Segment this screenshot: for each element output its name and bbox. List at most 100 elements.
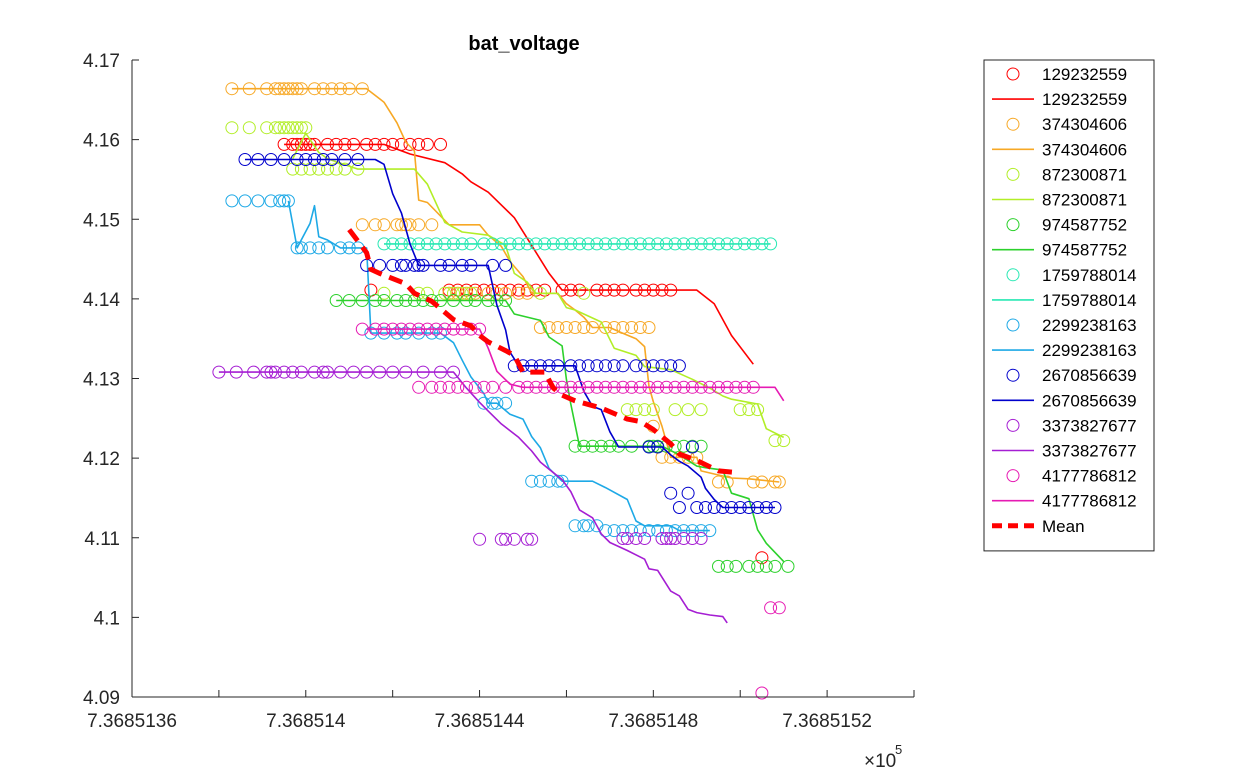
data-point	[642, 321, 656, 334]
data-point	[681, 486, 695, 500]
data-point	[434, 137, 447, 151]
data-point	[542, 474, 556, 488]
legend-item: 3373827677	[992, 442, 1137, 461]
data-point	[368, 218, 382, 232]
data-point	[581, 359, 595, 373]
data-point	[772, 601, 786, 615]
data-point	[599, 359, 612, 373]
data-point	[629, 403, 643, 417]
legend-item: 974587752	[1006, 216, 1127, 235]
data-point	[464, 286, 478, 300]
data-point	[777, 434, 791, 448]
data-point	[268, 121, 282, 135]
legend-label: 974587752	[1042, 241, 1127, 260]
series-line	[231, 87, 780, 483]
data-point	[355, 218, 369, 232]
data-point	[616, 524, 630, 538]
data-point	[677, 532, 691, 545]
data-point	[294, 121, 308, 135]
data-point	[455, 286, 469, 300]
data-point	[499, 286, 513, 300]
data-point	[434, 380, 447, 394]
data-point	[312, 241, 326, 255]
data-point	[672, 501, 686, 514]
data-point	[499, 258, 513, 272]
series-3373827677	[212, 365, 728, 624]
series-line	[284, 143, 754, 365]
data-point	[633, 321, 647, 334]
data-point	[425, 218, 439, 232]
data-point	[260, 121, 274, 135]
data-point	[646, 403, 660, 417]
legend-label: 1759788014	[1042, 266, 1137, 285]
data-point	[581, 519, 595, 533]
data-point	[685, 532, 699, 545]
data-point	[286, 121, 300, 135]
data-point	[720, 475, 734, 489]
data-point	[499, 396, 513, 410]
x-tick-label: 7.3685144	[435, 711, 525, 732]
legend-item: 974587752	[992, 241, 1127, 260]
data-point	[281, 194, 295, 208]
data-point	[412, 137, 426, 151]
legend-label: 2299238163	[1042, 316, 1137, 335]
legend-label: 374304606	[1042, 140, 1127, 159]
data-point	[377, 286, 391, 300]
data-point	[768, 434, 782, 448]
data-point	[477, 380, 491, 394]
data-point	[525, 532, 539, 546]
data-point	[677, 439, 691, 453]
data-point	[620, 403, 634, 417]
data-point	[646, 359, 660, 373]
data-point	[616, 359, 630, 373]
series-2299238163	[225, 194, 717, 538]
data-point	[577, 519, 591, 533]
data-point	[668, 403, 682, 417]
data-point	[277, 121, 291, 135]
data-point	[473, 532, 487, 546]
data-point	[755, 475, 769, 489]
data-point	[338, 162, 352, 176]
legend-item: 2299238163	[992, 341, 1137, 360]
data-point	[655, 532, 669, 545]
series-mean	[347, 228, 737, 475]
data-point	[525, 474, 539, 488]
series-872300871	[225, 121, 791, 448]
legend-label: 2299238163	[1042, 341, 1137, 360]
data-point	[751, 559, 765, 573]
data-point	[638, 359, 652, 373]
legend-item: 2670856639	[1006, 366, 1137, 385]
legend-marker	[1006, 67, 1020, 81]
data-point	[629, 532, 643, 545]
data-point	[303, 241, 317, 255]
legend-item: 374304606	[1006, 115, 1127, 134]
legend-label: 3373827677	[1042, 442, 1137, 461]
data-point	[486, 396, 500, 410]
data-point	[620, 532, 634, 545]
legend-marker	[1006, 218, 1020, 232]
data-point	[733, 403, 747, 417]
data-point	[638, 532, 652, 545]
data-point	[551, 321, 565, 334]
data-point	[512, 286, 526, 300]
data-point	[694, 532, 708, 545]
data-point	[542, 321, 556, 334]
data-point	[451, 286, 465, 300]
y-tick-label: 4.11	[84, 529, 120, 550]
data-point	[321, 241, 334, 255]
data-point	[490, 286, 504, 300]
legend-marker	[1006, 418, 1020, 432]
legend-marker	[1006, 167, 1020, 181]
data-point	[568, 519, 582, 533]
series-line	[218, 371, 728, 624]
series-1759788014	[377, 237, 778, 251]
data-point	[468, 286, 482, 300]
y-tick-label: 4.17	[83, 51, 120, 72]
legend-item: 4177786812	[1006, 467, 1137, 486]
legend-item: 1759788014	[1006, 266, 1137, 285]
data-point	[781, 559, 795, 573]
data-point	[507, 532, 521, 546]
legend-item: 872300871	[1006, 165, 1127, 184]
data-point	[533, 474, 547, 488]
